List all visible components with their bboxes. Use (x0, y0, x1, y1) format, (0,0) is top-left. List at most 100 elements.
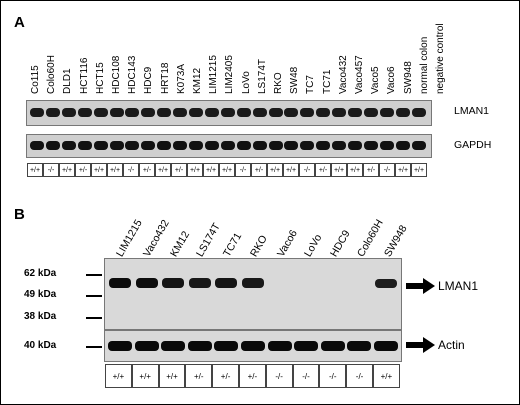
lman1-band (61, 108, 76, 117)
gapdh-band (220, 141, 235, 150)
panel-b-genotype-cell: +/+ (158, 364, 186, 388)
panel-a-lane-label: negative control (435, 23, 446, 94)
lman1-arrow-icon (406, 278, 435, 294)
panel-a-lane-label: DLD1 (62, 68, 74, 94)
lman1-band (220, 108, 235, 117)
lman1-band (109, 108, 124, 117)
gapdh-band (236, 141, 251, 150)
panel-a-lane-label: LS174T (256, 58, 268, 94)
lman1-band (77, 108, 92, 117)
lman1-band (363, 108, 378, 117)
panel-a-lane-label: Co115 (30, 65, 41, 94)
actin-arrow-label: Actin (438, 338, 465, 352)
lman1-band (45, 108, 60, 117)
panel-b-genotype-cell: -/- (319, 364, 347, 388)
lman1-band (411, 108, 426, 117)
lman1-band (173, 108, 188, 117)
gapdh-band (45, 141, 60, 150)
lman1-western-band (215, 278, 238, 288)
gapdh-band (189, 141, 203, 150)
lman1-band (268, 108, 283, 117)
actin-western-band (108, 341, 132, 351)
actin-arrow-icon (406, 337, 435, 353)
panel-a-genotype-cell: +/+ (411, 163, 427, 177)
marker-49kda: 49 kDa (24, 289, 57, 300)
lman1-band (125, 108, 140, 117)
panel-b-genotype-cell: -/- (292, 364, 320, 388)
panel-a-genotype-cell: +/+ (395, 163, 411, 177)
lman1-band (379, 108, 394, 117)
actin-western-band (347, 341, 372, 351)
gapdh-band (141, 141, 156, 150)
panel-a-lane-label: HDC9 (143, 66, 155, 94)
panel-a-genotype-cell: -/- (379, 163, 395, 177)
panel-a-lane-label: Colo60H (46, 55, 58, 94)
panel-a-lane-label: Vaco457 (354, 55, 365, 94)
marker-38kda: 38 kDa (24, 311, 57, 322)
panel-a-lane-label: SW48 (289, 66, 301, 94)
lman1-band (316, 108, 331, 117)
panel-a-lane-label: TC71 (321, 69, 333, 94)
panel-a-genotype-cell: +/+ (187, 163, 203, 177)
gapdh-band (157, 141, 172, 150)
panel-a-genotype-cell: -/- (43, 163, 59, 177)
panel-a-lane-label: normal colon (418, 36, 430, 94)
panel-a-genotype-row: +/+ -/- +/+ +/- +/+ +/+ -/- +/- +/+ +/- +/+ +/+ +/+ -… (27, 163, 427, 177)
panel-a-genotype-cell: +/- (75, 163, 91, 177)
gapdh-band (93, 141, 108, 150)
panel-a-genotype-cell: -/- (235, 163, 251, 177)
panel-a-genotype-cell: +/+ (155, 163, 171, 177)
lman1-western-band (162, 278, 185, 288)
gapdh-row-label: GAPDH (454, 139, 492, 151)
panel-a-lane-label: LoVo (240, 71, 252, 94)
gapdh-band (252, 141, 267, 150)
gapdh-band (332, 141, 347, 150)
actin-western-band (374, 341, 398, 351)
marker-40kda-tick (86, 346, 102, 348)
marker-62kda-tick (86, 274, 102, 276)
panel-a-lane-label: KM12 (192, 67, 203, 94)
panel-a-lane-label: Vaco432 (337, 55, 349, 94)
lman1-band (189, 108, 203, 117)
gapdh-band (411, 141, 426, 150)
lman1-western-band (188, 278, 211, 288)
panel-a-label: A (14, 14, 25, 31)
actin-western-band (294, 341, 319, 351)
lman1-band (300, 108, 315, 117)
panel-a-genotype-cell: +/+ (27, 163, 43, 177)
panel-a-lane-label: HCT15 (94, 62, 106, 94)
lman1-western-band (135, 278, 158, 288)
lman1-western-band (375, 278, 397, 288)
actin-western-band (134, 341, 159, 351)
panel-a-genotype-cell: +/- (171, 163, 187, 177)
lman1-band (30, 108, 44, 117)
lman1-band (204, 108, 219, 117)
actin-western-band (241, 341, 265, 351)
gapdh-band (109, 141, 124, 150)
panel-a-genotype-cell: -/- (299, 163, 315, 177)
panel-a-genotype-cell: +/- (315, 163, 331, 177)
marker-62kda: 62 kDa (24, 268, 57, 279)
marker-40kda: 40 kDa (24, 340, 57, 351)
panel-b-genotype-row: +/+ +/+ +/+ +/- +/- +/- -/- -/- -/- -/- +/+ (105, 364, 400, 388)
panel-b-label: B (14, 206, 25, 223)
panel-b-genotype-cell: +/- (238, 364, 266, 388)
lman1-band (93, 108, 108, 117)
lman1-band (236, 108, 251, 117)
lman1-western-band (109, 278, 131, 288)
lman1-arrow-label: LMAN1 (438, 279, 479, 293)
lman1-band (141, 108, 156, 117)
lman1-band (395, 108, 410, 117)
lman1-band (252, 108, 267, 117)
gapdh-band (284, 141, 299, 150)
marker-38kda-tick (86, 317, 102, 319)
lman1-band (348, 108, 362, 117)
panel-a-genotype-cell: +/+ (347, 163, 363, 177)
gapdh-band (348, 141, 362, 150)
gapdh-band (204, 141, 219, 150)
panel-b-genotype-cell: +/- (185, 364, 213, 388)
actin-western-band (161, 341, 186, 351)
panel-a-lane-label: HCT116 (78, 57, 90, 95)
panel-b-genotype-cell: -/- (265, 364, 293, 388)
panel-a-lane-label: LIM2405 (224, 55, 236, 94)
